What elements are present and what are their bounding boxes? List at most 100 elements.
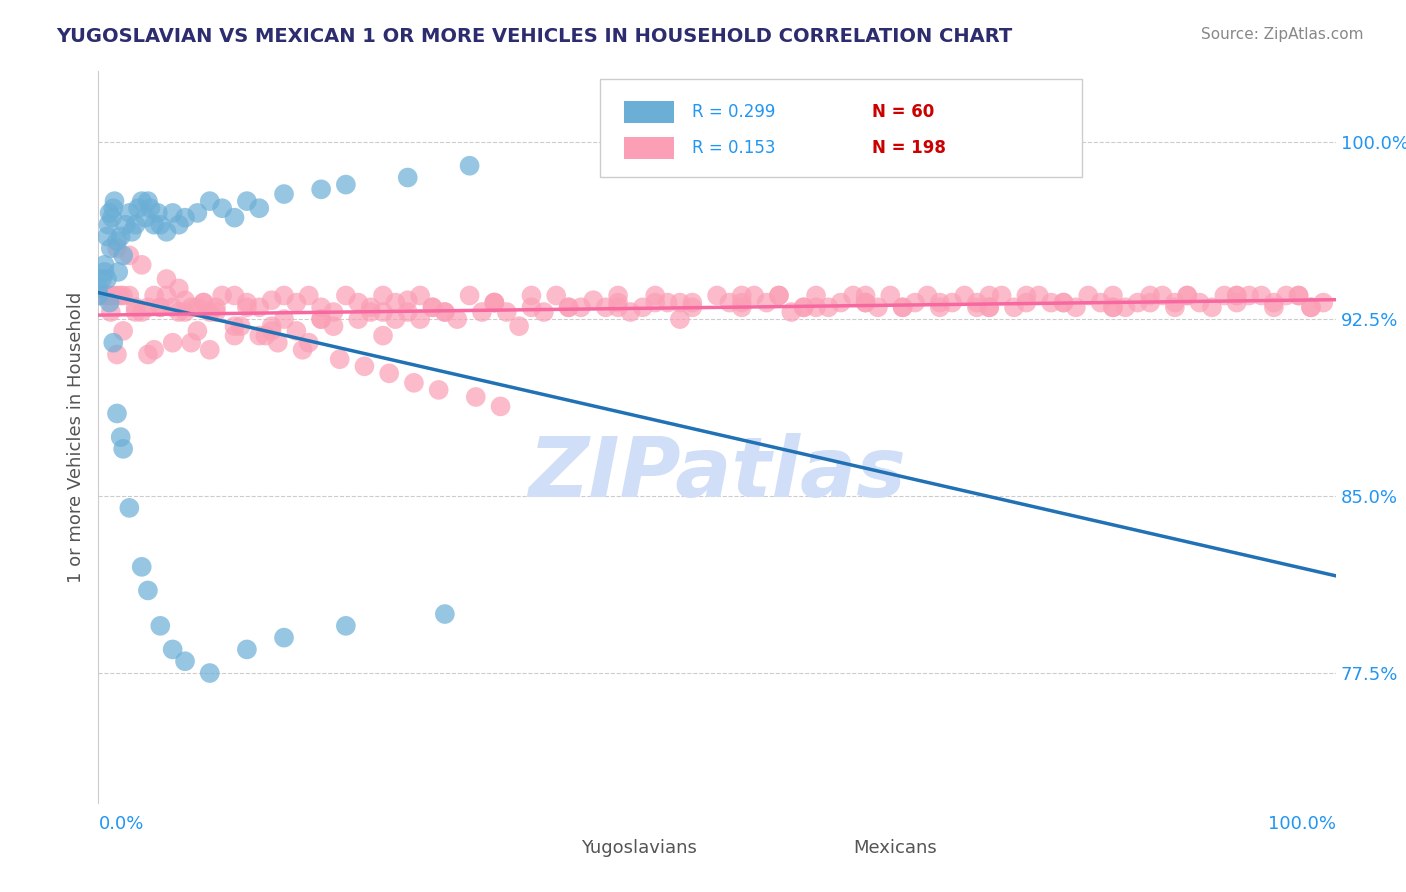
Point <box>855 295 877 310</box>
Point <box>484 295 506 310</box>
Point <box>495 305 517 319</box>
Point <box>347 295 370 310</box>
Point <box>134 211 156 225</box>
Point <box>979 288 1001 302</box>
Point <box>97 218 120 232</box>
Point <box>1226 288 1249 302</box>
Point <box>162 642 184 657</box>
Point <box>291 343 314 357</box>
Text: 100.0%: 100.0% <box>1268 814 1336 832</box>
Bar <box>624 137 673 159</box>
Point <box>103 335 125 350</box>
Point <box>198 343 221 357</box>
Point <box>928 301 950 315</box>
Point <box>793 301 815 315</box>
Point <box>186 301 208 315</box>
Point <box>103 201 125 215</box>
Point <box>780 305 803 319</box>
Point <box>143 343 166 357</box>
Point <box>298 335 321 350</box>
Point <box>1312 295 1334 310</box>
Point <box>396 170 419 185</box>
Point <box>198 305 221 319</box>
Point <box>110 430 132 444</box>
Point <box>360 305 382 319</box>
Point <box>273 312 295 326</box>
Point <box>131 559 153 574</box>
Point <box>607 288 630 302</box>
Point <box>309 182 332 196</box>
Point <box>966 295 988 310</box>
Point <box>1152 288 1174 302</box>
Point <box>484 295 506 310</box>
Point <box>353 359 375 374</box>
Point <box>1015 288 1038 302</box>
Point <box>396 305 419 319</box>
Text: R = 0.299: R = 0.299 <box>692 103 776 120</box>
Point <box>1237 288 1260 302</box>
Point <box>669 312 692 326</box>
Point <box>1102 301 1125 315</box>
Point <box>1201 301 1223 315</box>
Point <box>422 301 444 315</box>
Point <box>1175 288 1198 302</box>
Point <box>595 301 617 315</box>
Point <box>631 301 654 315</box>
Point <box>131 305 153 319</box>
Point <box>928 295 950 310</box>
Point <box>433 305 456 319</box>
Point <box>681 295 703 310</box>
Text: YUGOSLAVIAN VS MEXICAN 1 OR MORE VEHICLES IN HOUSEHOLD CORRELATION CHART: YUGOSLAVIAN VS MEXICAN 1 OR MORE VEHICLE… <box>56 27 1012 45</box>
Point <box>146 206 169 220</box>
Point <box>167 281 190 295</box>
Point <box>1213 288 1236 302</box>
Text: 0.0%: 0.0% <box>98 814 143 832</box>
Point <box>309 312 332 326</box>
Point <box>101 211 124 225</box>
Point <box>155 288 177 302</box>
Point <box>236 194 259 208</box>
Point <box>174 305 197 319</box>
Point <box>114 218 136 232</box>
Point <box>644 295 666 310</box>
Point <box>136 301 159 315</box>
Point <box>149 218 172 232</box>
Point <box>273 631 295 645</box>
Point <box>731 288 754 302</box>
Point <box>1250 288 1272 302</box>
Point <box>866 301 889 315</box>
Point <box>371 305 394 319</box>
Point <box>118 288 141 302</box>
Point <box>174 293 197 308</box>
Point <box>546 288 568 302</box>
Point <box>186 324 208 338</box>
Point <box>1299 301 1322 315</box>
Bar <box>531 839 568 858</box>
Point <box>149 619 172 633</box>
Point <box>273 187 295 202</box>
Point <box>1226 295 1249 310</box>
Point <box>329 352 352 367</box>
Point <box>742 288 765 302</box>
Point <box>533 305 555 319</box>
Point <box>1052 295 1074 310</box>
Point <box>917 288 939 302</box>
Point <box>162 206 184 220</box>
Point <box>718 295 741 310</box>
Text: N = 198: N = 198 <box>872 139 946 157</box>
Point <box>100 241 122 255</box>
Point <box>136 194 159 208</box>
Point <box>953 288 976 302</box>
Point <box>100 305 122 319</box>
Point <box>98 206 121 220</box>
Point <box>167 305 190 319</box>
Point <box>830 295 852 310</box>
Point <box>105 288 128 302</box>
Point <box>322 305 344 319</box>
Point <box>155 225 177 239</box>
Point <box>121 225 143 239</box>
Point <box>1052 295 1074 310</box>
Point <box>112 442 135 456</box>
Point <box>322 319 344 334</box>
Point <box>458 159 481 173</box>
